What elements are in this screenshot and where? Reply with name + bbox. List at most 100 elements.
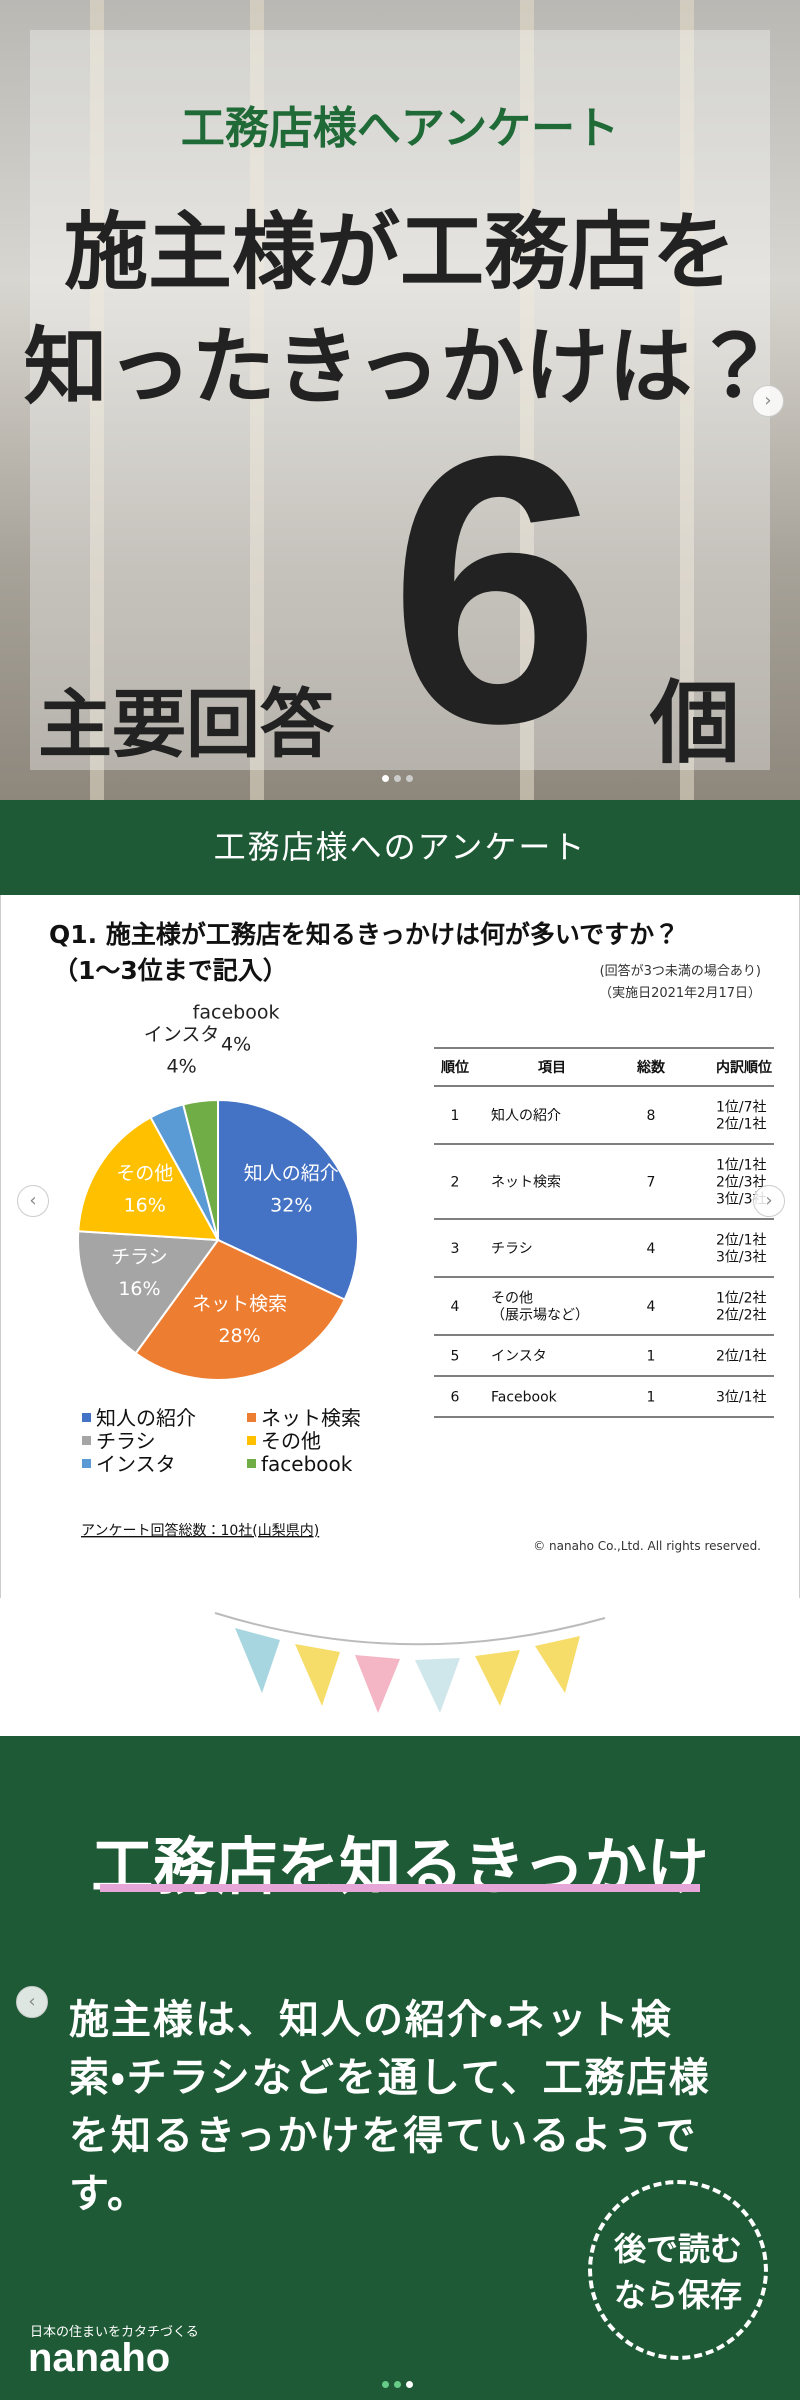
legend-swatch — [82, 1413, 91, 1422]
summary-slide: 工務店を知るきっかけ 施主様は、知人の紹介・ネット検索・チラシなどを通して、工務… — [0, 1736, 800, 2400]
next-button[interactable]: › — [752, 385, 784, 417]
table-cell: Facebook — [491, 1390, 558, 1406]
pie-value-label: 4% — [167, 1055, 197, 1077]
note: （実施日2021年2月17日） — [599, 985, 761, 1001]
table-cell: 2位/1社 — [716, 1233, 767, 1249]
legend-label: インスタ — [96, 1452, 176, 1476]
heading-underline — [100, 1884, 700, 1892]
carousel-dot — [394, 2381, 401, 2388]
pie-label: 知人の紹介 — [244, 1162, 339, 1184]
table-cell: チラシ — [491, 1241, 533, 1257]
table-cell: 3 — [451, 1241, 460, 1257]
photo-post — [90, 0, 104, 800]
copyright: © nanaho Co.,Ltd. All rights reserved. — [533, 1539, 761, 1553]
carousel-dot — [406, 775, 413, 782]
photo-veil — [30, 30, 770, 770]
table-cell: ネット検索 — [491, 1174, 561, 1191]
table-cell: インスタ — [491, 1349, 547, 1365]
pie-label: ネット検索 — [192, 1293, 287, 1315]
table-header: 項目 — [538, 1060, 566, 1076]
table-cell: 1位/7社 — [716, 1100, 767, 1116]
table-cell: 2位/1社 — [716, 1349, 767, 1365]
hero-count-suffix: 個 — [650, 671, 740, 776]
slide-header: 工務店様へのアンケート — [0, 800, 800, 895]
table-cell: 4 — [647, 1241, 656, 1257]
table-cell: 3位/1社 — [716, 1390, 767, 1406]
table-cell: 4 — [647, 1299, 656, 1315]
summary-heading: 工務店を知るきっかけ — [91, 1830, 709, 1903]
pie-label: facebook — [193, 1001, 280, 1023]
legend-swatch — [247, 1459, 256, 1468]
logo: nanaho — [28, 2336, 171, 2380]
legend-swatch — [247, 1436, 256, 1445]
stamp-line: 後で読む — [613, 2230, 742, 2268]
bunting — [214, 1612, 606, 1713]
table-cell: その他 — [491, 1291, 533, 1307]
table-header: 内訳順位 — [716, 1059, 772, 1076]
instruction: （1〜3位まで記入） — [53, 956, 288, 985]
table-cell: 2位/3社 — [716, 1175, 767, 1191]
chart-slide: Q1. 施主様が工務店を知るきっかけは何が多いですか？ （1〜3位まで記入） (回答… — [0, 895, 800, 1598]
note: (回答が3つ未満の場合あり) — [600, 963, 761, 979]
save-stamp: 後で読む なら保存 — [588, 2180, 768, 2360]
table-cell: 7 — [647, 1175, 656, 1191]
carousel-dot — [406, 2381, 413, 2388]
stamp-line: なら保存 — [613, 2276, 742, 2314]
pie-label: インスタ — [144, 1023, 220, 1045]
legend-swatch — [82, 1436, 91, 1445]
hero-slide: 工務店様へアンケート 施主様が工務店を 知ったきっかけは？ 主要回答 6 個 › — [0, 0, 800, 800]
pie-slice — [77, 1230, 220, 1355]
pie-slice — [134, 1238, 347, 1381]
prev-button[interactable]: ‹ — [17, 1185, 49, 1217]
hero-count: 6 — [389, 377, 601, 800]
table-cell: 知人の紹介 — [491, 1107, 561, 1124]
flag — [235, 1628, 280, 1693]
table-cell: （展示場など） — [491, 1308, 589, 1324]
photo-post — [250, 0, 264, 800]
pie-slice — [217, 1098, 359, 1301]
respondents: アンケート回答総数：10社(山梨県内) — [81, 1522, 319, 1539]
flag — [295, 1644, 340, 1706]
table-cell: 2位/2社 — [716, 1308, 767, 1324]
pie-slice — [181, 1098, 219, 1241]
table-cell: 4 — [451, 1299, 460, 1315]
legend-label: ネット検索 — [261, 1406, 361, 1430]
table-header: 総数 — [636, 1059, 666, 1076]
legend-label: チラシ — [96, 1429, 156, 1453]
table-cell: 1 — [451, 1108, 460, 1124]
chart: Q1. 施主様が工務店を知るきっかけは何が多いですか？ （1〜3位まで記入） (回答… — [49, 920, 774, 1553]
photo-post — [520, 0, 534, 800]
flag — [355, 1655, 400, 1713]
summary-body: 施主様は、知人の紹介・ネット検索・チラシなどを通して、工務店様を知るきっかけを得… — [69, 1997, 711, 2217]
pie-value-label: 28% — [218, 1325, 260, 1347]
next-button[interactable]: › — [753, 1185, 785, 1217]
bunting-string — [214, 1612, 606, 1646]
pie-slice — [77, 1115, 220, 1242]
question: Q1. 施主様が工務店を知るきっかけは何が多いですか？ — [49, 920, 679, 949]
table-cell: 2 — [451, 1175, 460, 1191]
pie-value-label: 16% — [124, 1194, 166, 1216]
table-header: 順位 — [441, 1059, 469, 1076]
tagline: 日本の住まいをカタチづくる — [30, 2325, 199, 2340]
legend-label: 知人の紹介 — [96, 1406, 196, 1430]
carousel-dot — [382, 775, 389, 782]
flag — [535, 1636, 580, 1693]
hero-count-prefix: 主要回答 — [38, 682, 334, 768]
table-cell: 1 — [647, 1390, 656, 1406]
pie-label: その他 — [116, 1162, 173, 1184]
legend-swatch — [82, 1459, 91, 1468]
table-cell: 1位/2社 — [716, 1291, 767, 1307]
table-cell: 5 — [451, 1349, 460, 1365]
pie-value-label: 16% — [118, 1278, 160, 1300]
legend-label: その他 — [261, 1429, 321, 1453]
hero-title-line: 施主様が工務店を — [63, 203, 736, 301]
legend-label: facebook — [261, 1452, 353, 1476]
pie-value-label: 4% — [221, 1033, 251, 1055]
table-cell: 8 — [647, 1108, 656, 1124]
prev-button[interactable]: ‹ — [16, 1986, 48, 2018]
carousel-dot — [394, 775, 401, 782]
table-cell: 6 — [451, 1390, 460, 1406]
pie-label: チラシ — [111, 1246, 168, 1268]
table-cell: 2位/1社 — [716, 1117, 767, 1133]
